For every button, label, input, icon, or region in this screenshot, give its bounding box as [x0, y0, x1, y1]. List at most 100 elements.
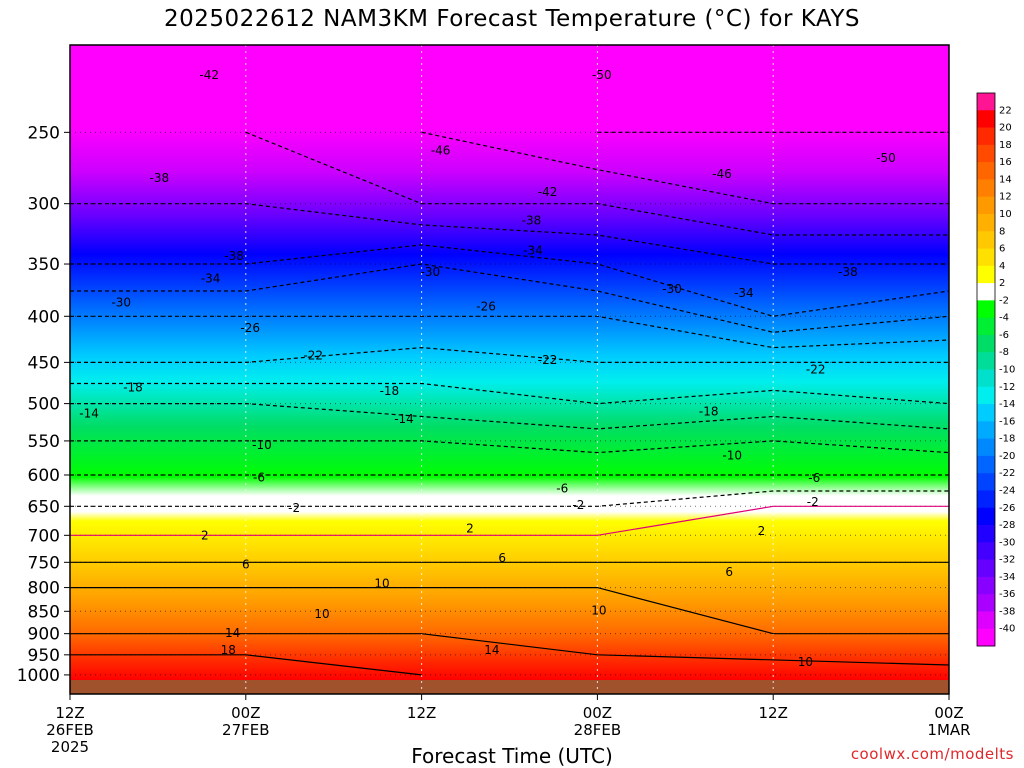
contour-label: -38	[838, 265, 858, 279]
contour-label: 2	[466, 522, 474, 536]
colorbar-swatch	[977, 369, 995, 388]
contour-label: -10	[722, 449, 742, 463]
contour-label: -34	[523, 243, 543, 257]
contour-label: -6	[808, 471, 820, 485]
contour-label: 6	[498, 551, 506, 565]
x-tick-label: 27FEB	[222, 721, 269, 739]
contour-label: 6	[725, 565, 733, 579]
y-tick-label: 450	[28, 353, 60, 373]
contour-label: -42	[538, 185, 558, 199]
colorbar-label: 22	[999, 105, 1012, 116]
y-tick-label: 500	[28, 395, 60, 415]
colorbar-label: -14	[999, 399, 1015, 410]
temperature-field	[70, 45, 949, 680]
colorbar-label: 20	[999, 123, 1012, 134]
colorbar-label: 16	[999, 157, 1012, 168]
colorbar-label: 14	[999, 174, 1012, 185]
grid-lines	[70, 45, 949, 694]
y-tick-label: 800	[28, 579, 60, 599]
colorbar-swatch	[977, 162, 995, 180]
colorbar-swatch	[977, 594, 995, 612]
contour-label: -10	[252, 438, 272, 452]
isotherm-line	[245, 131, 949, 236]
isotherm-line	[421, 131, 949, 205]
contour-label: -2	[572, 498, 584, 512]
contour-label: -22	[303, 348, 323, 362]
isotherm-line	[70, 654, 422, 676]
isotherm-line	[70, 505, 949, 536]
colorbar-swatch	[977, 455, 995, 474]
colorbar-label: -24	[999, 485, 1015, 496]
contour-label: -30	[662, 282, 682, 296]
colorbar-swatch	[977, 490, 995, 509]
colorbar-swatch	[977, 144, 995, 163]
y-tick-label: 550	[28, 432, 60, 452]
colorbar-swatch	[977, 110, 995, 128]
contour-label: -26	[476, 299, 496, 313]
colorbar-label: -28	[999, 520, 1015, 531]
x-tick-label: 00Z	[934, 704, 963, 722]
isotherm-line	[70, 203, 949, 265]
plot-frame	[69, 44, 950, 695]
contour-label: -26	[240, 321, 260, 335]
colorbar-swatch	[977, 542, 995, 560]
colorbar-label: 2	[999, 278, 1005, 289]
colorbar-label: 8	[999, 226, 1005, 237]
colorbar-label: -18	[999, 434, 1015, 445]
contour-lines	[70, 131, 950, 676]
credit-link[interactable]: coolwx.com/modelts	[850, 745, 1014, 763]
isotherm-line	[70, 244, 950, 317]
contour-label: -2	[288, 501, 300, 515]
colorbar-label: -20	[999, 451, 1015, 462]
colorbar-swatch	[977, 196, 995, 215]
y-tick-label: 700	[28, 526, 60, 546]
colorbar-label: -36	[999, 589, 1015, 600]
colorbar-swatch	[977, 127, 995, 146]
colorbar-swatch	[977, 507, 995, 526]
colorbar-swatch	[977, 179, 995, 198]
contour-label: 14	[484, 643, 499, 657]
contour-label: -22	[806, 362, 826, 376]
contour-label: 14	[225, 626, 240, 640]
y-tick-label: 950	[28, 646, 60, 666]
x-tick-label: 2025	[51, 738, 89, 756]
contour-label: 10	[314, 607, 329, 621]
y-tick-label: 400	[28, 307, 60, 327]
contour-label: -46	[712, 167, 732, 181]
colorbar-label: -16	[999, 416, 1015, 427]
contour-label: -34	[734, 286, 754, 300]
contour-label: -50	[876, 151, 896, 165]
colorbar-label: 12	[999, 192, 1012, 203]
ground-layer	[70, 680, 949, 694]
contour-label: -46	[431, 144, 451, 158]
contour-label: -34	[201, 271, 221, 285]
colorbar-swatch	[977, 265, 995, 284]
contour-label: 10	[591, 603, 606, 617]
colorbar: 22 20 18 16 14 12 10 8 6 4 2 -2 -4 -6 -8 -10 -12 -14 -16 -1…	[976, 92, 1015, 647]
colorbar-swatch	[977, 231, 995, 249]
x-tick-label: 00Z	[231, 704, 260, 722]
contour-label: -38	[150, 171, 170, 185]
colorbar-label: -32	[999, 555, 1015, 566]
x-tick-label: 12Z	[759, 704, 788, 722]
isotherm-line	[70, 315, 950, 349]
colorbar-swatch	[977, 628, 995, 647]
y-tick-label: 850	[28, 602, 60, 622]
contour-label: -18	[699, 404, 719, 418]
colorbar-label: -40	[999, 624, 1015, 635]
contour-label: -18	[123, 381, 143, 395]
colorbar-label: 6	[999, 244, 1005, 255]
colorbar-label: 10	[999, 209, 1012, 220]
colorbar-swatch	[977, 248, 995, 267]
isotherm-line	[70, 633, 950, 666]
colorbar-swatch	[977, 334, 995, 353]
colorbar-label: 4	[999, 261, 1005, 272]
x-tick-label: 26FEB	[46, 721, 93, 739]
y-tick-label: 350	[28, 255, 60, 275]
colorbar-label: -6	[999, 330, 1009, 341]
colorbar-swatch	[977, 317, 995, 336]
colorbar-swatch	[977, 93, 995, 111]
contour-label: -38	[522, 213, 542, 227]
